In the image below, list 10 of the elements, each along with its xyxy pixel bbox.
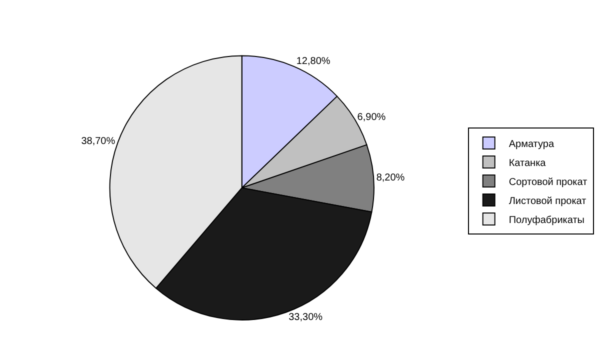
legend-label: Листовой прокат [508,196,587,207]
data-label: 38,70% [81,136,116,147]
legend-label: Полуфабрикаты [508,214,584,226]
legend-label: Арматура [508,138,554,150]
legend-label: Катанка [508,158,546,169]
legend-label: Сортовой прокат [508,176,588,188]
data-label: 6,90% [357,112,386,123]
data-label: 12,80% [296,56,330,68]
data-label: 33,30% [288,312,323,323]
data-label: 8,20% [376,172,405,184]
